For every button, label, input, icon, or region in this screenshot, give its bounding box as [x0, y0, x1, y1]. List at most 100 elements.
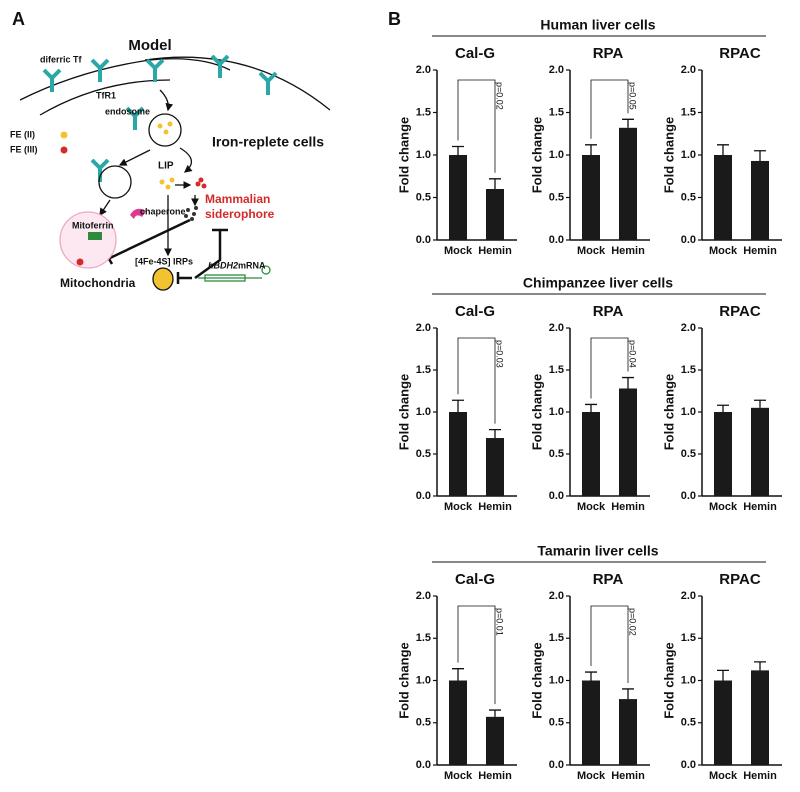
y-tick-label: 1.0 — [549, 149, 564, 161]
bar — [751, 160, 769, 240]
y-tick-label: 1.0 — [681, 674, 696, 686]
diagram-label: Mitoferrin — [72, 220, 114, 230]
diagram-label: hBDH2 — [208, 260, 238, 270]
error-bar — [452, 399, 464, 412]
y-tick-label: 1.0 — [549, 674, 564, 686]
chart-title: Cal-G — [455, 571, 495, 588]
arrow — [159, 89, 174, 112]
y-tick-label: 1.5 — [549, 106, 564, 118]
x-tick-label: Mock — [444, 245, 473, 257]
error-bar — [489, 709, 501, 717]
y-tick-label: 0.5 — [416, 448, 431, 460]
x-tick-label: Hemin — [478, 245, 512, 257]
error-bar — [717, 669, 729, 681]
bar — [582, 155, 600, 240]
y-axis-label: Fold change — [396, 117, 411, 194]
x-tick-label: Hemin — [611, 770, 645, 782]
chart-title: RPA — [593, 571, 624, 588]
y-tick-label: 2.0 — [416, 322, 431, 334]
arrow — [179, 147, 193, 173]
mitoferrin — [88, 232, 102, 240]
bar — [714, 155, 732, 240]
diagram-label: Mammalian — [205, 192, 270, 206]
significance-bracket — [457, 337, 496, 424]
y-tick-label: 2.0 — [681, 322, 696, 334]
y-tick-label: 1.5 — [549, 632, 564, 644]
y-axis-label: Fold change — [661, 642, 676, 719]
y-tick-label: 2.0 — [681, 590, 696, 602]
y-tick-label: 1.5 — [416, 632, 431, 644]
y-axis-label: Fold change — [396, 642, 411, 719]
bar — [486, 189, 504, 240]
error-bar — [585, 403, 597, 412]
p-value: p=0.03 — [495, 340, 505, 368]
bar — [619, 127, 637, 240]
bar — [751, 670, 769, 765]
model-diagram — [19, 54, 331, 291]
iron — [60, 121, 207, 266]
y-tick-label: 1.5 — [416, 364, 431, 376]
error-bar — [717, 404, 729, 412]
bar — [619, 388, 637, 496]
y-tick-label: 0.0 — [416, 490, 431, 502]
y-tick-label: 2.0 — [549, 322, 564, 334]
diagram-label: mRNA — [238, 260, 266, 270]
group-title: Chimpanzee liver cells — [523, 275, 673, 291]
y-tick-label: 0.0 — [416, 759, 431, 771]
significance-bracket — [457, 605, 496, 705]
y-tick-label: 1.5 — [416, 106, 431, 118]
x-tick-label: Hemin — [743, 245, 777, 257]
error-bar — [754, 150, 766, 161]
y-tick-label: 0.5 — [549, 191, 564, 203]
bar — [449, 680, 467, 765]
bar — [751, 407, 769, 496]
y-tick-label: 2.0 — [681, 64, 696, 76]
diagram-title: Model — [128, 37, 171, 54]
error-bar — [622, 688, 634, 700]
y-tick-label: 1.0 — [416, 674, 431, 686]
chart-title: RPA — [593, 303, 624, 320]
chart-title: RPA — [593, 45, 624, 62]
p-value: p=0.02 — [628, 608, 638, 636]
p-value: p=0.04 — [628, 340, 638, 368]
x-tick-label: Hemin — [478, 770, 512, 782]
y-axis-label: Fold change — [396, 374, 411, 451]
x-tick-label: Hemin — [743, 770, 777, 782]
chart-title: Cal-G — [455, 303, 495, 320]
chart-title: Cal-G — [455, 45, 495, 62]
diagram-label: diferric Tf — [40, 54, 83, 64]
x-tick-label: Mock — [577, 501, 606, 513]
y-tick-label: 1.0 — [416, 406, 431, 418]
mrna-box — [204, 274, 246, 282]
chaperone-icon — [130, 208, 146, 219]
endosome — [148, 113, 182, 147]
endosome — [98, 165, 132, 199]
y-tick-label: 0.0 — [681, 759, 696, 771]
y-tick-label: 2.0 — [416, 590, 431, 602]
x-tick-label: Mock — [709, 770, 738, 782]
y-axis-label: Fold change — [529, 117, 544, 194]
error-bar — [452, 668, 464, 681]
error-bar — [754, 661, 766, 671]
y-tick-label: 1.5 — [681, 364, 696, 376]
diagram-label: Iron-replete cells — [212, 134, 324, 150]
y-tick-label: 0.0 — [681, 490, 696, 502]
y-tick-label: 0.5 — [549, 717, 564, 729]
chart-title: RPAC — [719, 45, 761, 62]
bar — [449, 155, 467, 240]
x-tick-label: Mock — [709, 245, 738, 257]
y-tick-label: 0.0 — [549, 759, 564, 771]
inhibit — [176, 272, 192, 284]
chart-title: RPAC — [719, 571, 761, 588]
bar — [714, 680, 732, 765]
bar — [486, 716, 504, 765]
y-tick-label: 1.0 — [681, 149, 696, 161]
y-tick-label: 0.5 — [416, 191, 431, 203]
error-bar — [585, 144, 597, 155]
diagram-label: chaperone — [140, 206, 186, 216]
y-tick-label: 1.5 — [681, 632, 696, 644]
bar — [619, 699, 637, 765]
y-tick-label: 1.5 — [681, 106, 696, 118]
group-title: Tamarin liver cells — [537, 543, 658, 559]
x-tick-label: Mock — [577, 245, 606, 257]
